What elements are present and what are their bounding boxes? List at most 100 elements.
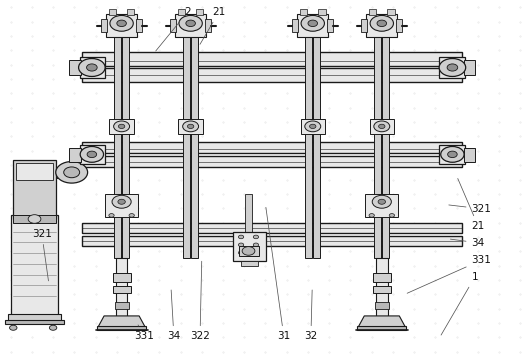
Circle shape: [301, 15, 324, 31]
Circle shape: [187, 124, 194, 129]
Text: 2: 2: [156, 7, 191, 51]
Bar: [69, 148, 81, 162]
Circle shape: [87, 64, 97, 71]
Bar: [305, 34, 312, 258]
Circle shape: [117, 20, 126, 27]
Bar: [369, 9, 376, 15]
Bar: [370, 119, 394, 134]
Bar: [241, 261, 258, 266]
Bar: [297, 14, 328, 37]
Bar: [115, 302, 129, 309]
Bar: [109, 119, 134, 134]
Text: 321: 321: [449, 204, 491, 214]
Bar: [233, 232, 266, 261]
Circle shape: [118, 124, 125, 129]
Circle shape: [447, 64, 458, 71]
Circle shape: [253, 235, 259, 239]
Circle shape: [118, 199, 125, 204]
Circle shape: [378, 199, 386, 204]
Circle shape: [56, 162, 88, 183]
Bar: [69, 60, 81, 75]
Bar: [82, 68, 462, 82]
Bar: [300, 9, 307, 15]
Bar: [313, 34, 320, 258]
Circle shape: [377, 20, 387, 27]
Bar: [374, 34, 381, 258]
Circle shape: [10, 325, 17, 330]
Bar: [396, 19, 402, 32]
Bar: [113, 286, 131, 293]
Text: 322: 322: [190, 261, 210, 341]
Bar: [178, 119, 203, 134]
Circle shape: [179, 15, 202, 31]
Circle shape: [109, 214, 114, 217]
Bar: [113, 273, 131, 282]
Circle shape: [242, 247, 255, 255]
Bar: [375, 302, 389, 309]
Bar: [82, 223, 462, 233]
Bar: [116, 258, 127, 318]
Bar: [373, 286, 391, 293]
Circle shape: [87, 151, 97, 158]
Bar: [136, 19, 142, 32]
Circle shape: [439, 59, 466, 76]
Text: 34: 34: [450, 238, 485, 248]
Bar: [82, 236, 462, 246]
Text: 34: 34: [167, 290, 181, 341]
Circle shape: [79, 59, 105, 76]
Bar: [16, 163, 53, 180]
Text: 31: 31: [266, 208, 290, 341]
Circle shape: [28, 215, 41, 223]
Bar: [82, 156, 462, 167]
Text: 21: 21: [458, 178, 485, 231]
Bar: [105, 194, 138, 217]
Bar: [357, 326, 406, 330]
Bar: [327, 19, 333, 32]
Circle shape: [372, 195, 391, 208]
Bar: [366, 14, 397, 37]
Bar: [361, 19, 367, 32]
Text: 331: 331: [134, 325, 153, 341]
Bar: [205, 19, 211, 32]
Bar: [178, 9, 185, 15]
Bar: [8, 314, 61, 321]
Bar: [127, 9, 134, 15]
Bar: [365, 194, 398, 217]
Circle shape: [305, 121, 321, 132]
Circle shape: [374, 121, 390, 132]
Bar: [101, 19, 107, 32]
Polygon shape: [358, 316, 405, 327]
Bar: [387, 9, 395, 15]
Text: 21: 21: [200, 7, 226, 44]
Text: 321: 321: [32, 229, 52, 281]
Circle shape: [80, 146, 104, 162]
Circle shape: [186, 20, 195, 27]
Bar: [464, 148, 475, 162]
Bar: [13, 160, 56, 219]
Bar: [245, 194, 252, 233]
Bar: [382, 34, 389, 258]
Circle shape: [253, 243, 259, 247]
Circle shape: [441, 146, 464, 162]
Bar: [82, 52, 462, 66]
Circle shape: [64, 167, 80, 178]
Bar: [106, 14, 137, 37]
Circle shape: [238, 235, 244, 239]
Bar: [13, 215, 56, 223]
Circle shape: [389, 214, 395, 217]
Circle shape: [110, 15, 133, 31]
Circle shape: [370, 15, 393, 31]
Bar: [318, 9, 326, 15]
Bar: [97, 326, 146, 330]
Circle shape: [379, 124, 385, 129]
Bar: [170, 19, 176, 32]
Bar: [373, 273, 391, 282]
Bar: [292, 19, 298, 32]
Bar: [439, 57, 465, 78]
Polygon shape: [98, 316, 145, 327]
Circle shape: [238, 251, 244, 255]
Bar: [56, 167, 82, 178]
Bar: [196, 9, 203, 15]
Bar: [82, 142, 462, 153]
Circle shape: [238, 243, 244, 247]
